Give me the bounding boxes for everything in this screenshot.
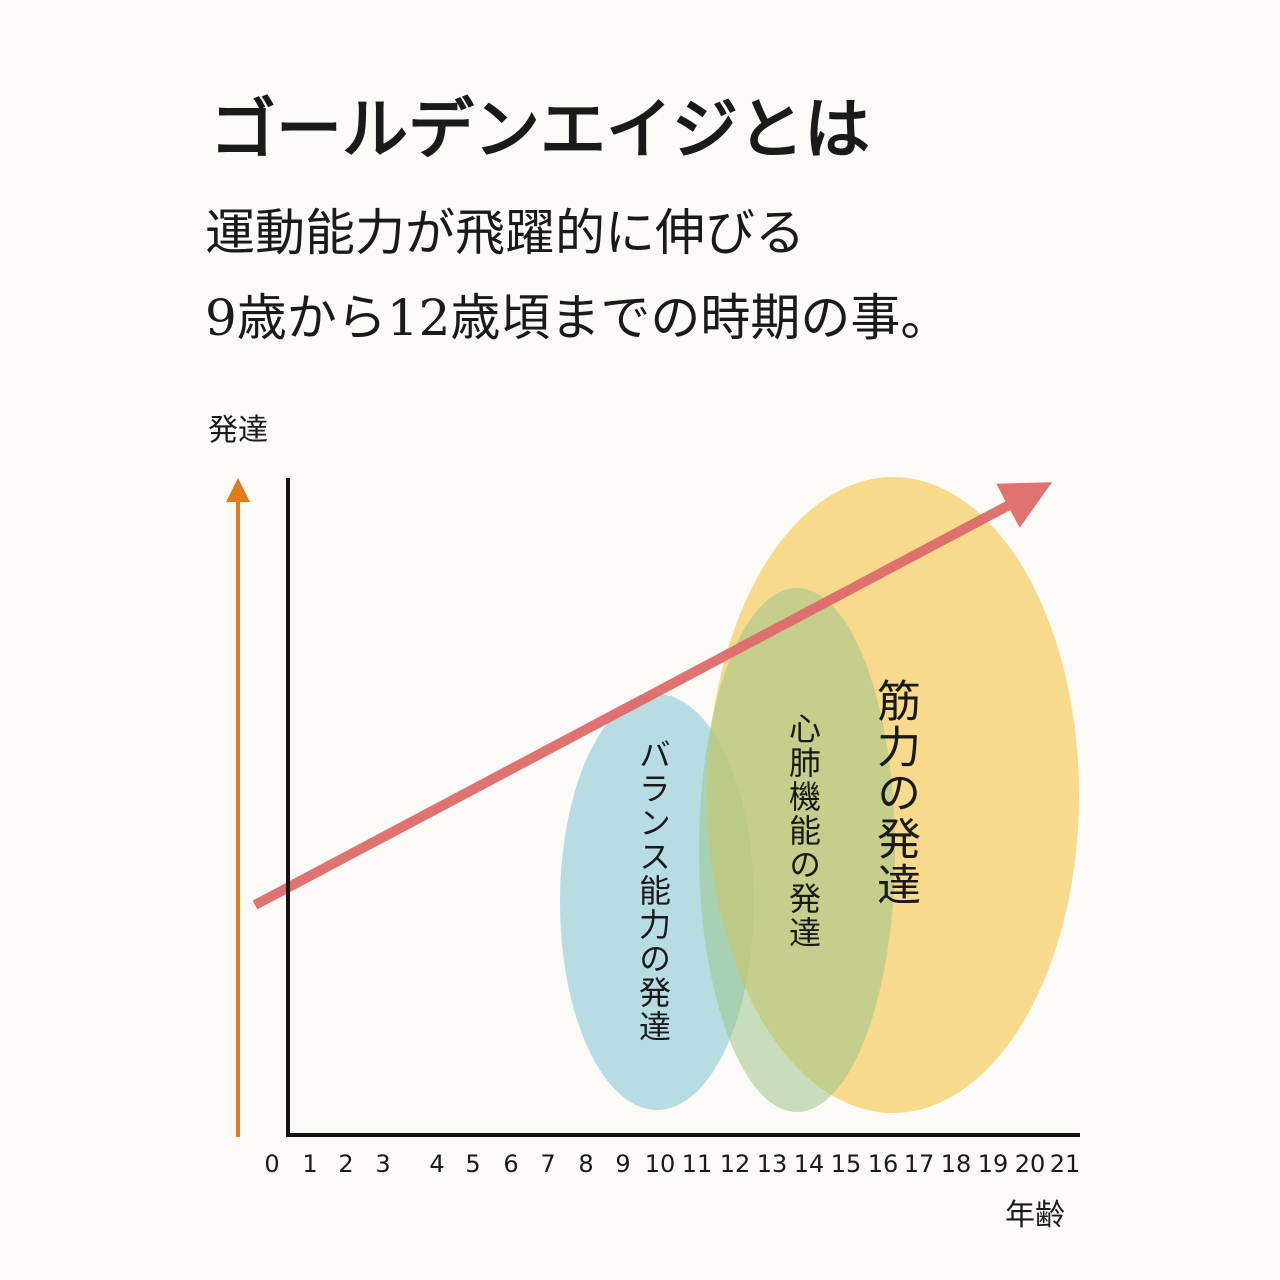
x-tick-label: 21 <box>1050 1150 1081 1178</box>
x-axis-label: 年齢 <box>1005 1198 1065 1233</box>
growth-arrow <box>252 482 1053 910</box>
region-label: バランス能力の発達 <box>634 738 672 1044</box>
x-ticks: 0 1 2 3 4 5 6 7 8 9 10 11 12 13 14 15 16 17 18 19 20 21 <box>264 1150 1080 1178</box>
axes <box>286 478 1080 1137</box>
x-tick-label: 8 <box>578 1150 593 1178</box>
x-tick-label: 17 <box>904 1150 935 1178</box>
x-tick-label: 20 <box>1015 1150 1046 1178</box>
cardio-region <box>699 588 895 1112</box>
subtitle-line: 9歳から12歳頃までの時期の事。 <box>205 289 950 347</box>
x-tick-label: 14 <box>794 1150 825 1178</box>
x-tick-label: 5 <box>465 1150 480 1178</box>
x-tick-label: 11 <box>682 1150 713 1178</box>
x-tick-label: 10 <box>645 1150 676 1178</box>
x-tick-label: 1 <box>302 1150 317 1178</box>
x-tick-label: 13 <box>757 1150 788 1178</box>
x-tick-label: 18 <box>941 1150 972 1178</box>
x-tick-label: 0 <box>264 1150 279 1178</box>
x-tick-label: 6 <box>503 1150 518 1178</box>
region-label: 心肺機能の発達 <box>784 712 822 950</box>
x-tick-label: 12 <box>720 1150 751 1178</box>
x-tick-label: 3 <box>375 1150 390 1178</box>
x-tick-label: 15 <box>831 1150 862 1178</box>
x-tick-label: 2 <box>338 1150 353 1178</box>
x-tick-label: 7 <box>540 1150 555 1178</box>
title: ゴールデンエイジとは <box>210 90 870 168</box>
subtitle-line: 運動能力が飛躍的に伸びる <box>205 204 805 262</box>
x-tick-label: 9 <box>615 1150 630 1178</box>
x-tick-label: 16 <box>868 1150 899 1178</box>
x-tick-label: 4 <box>429 1150 444 1178</box>
y-axis-label: 発達 <box>208 413 268 448</box>
region-label: 筋力の発達 <box>869 678 920 908</box>
x-tick-label: 19 <box>978 1150 1009 1178</box>
